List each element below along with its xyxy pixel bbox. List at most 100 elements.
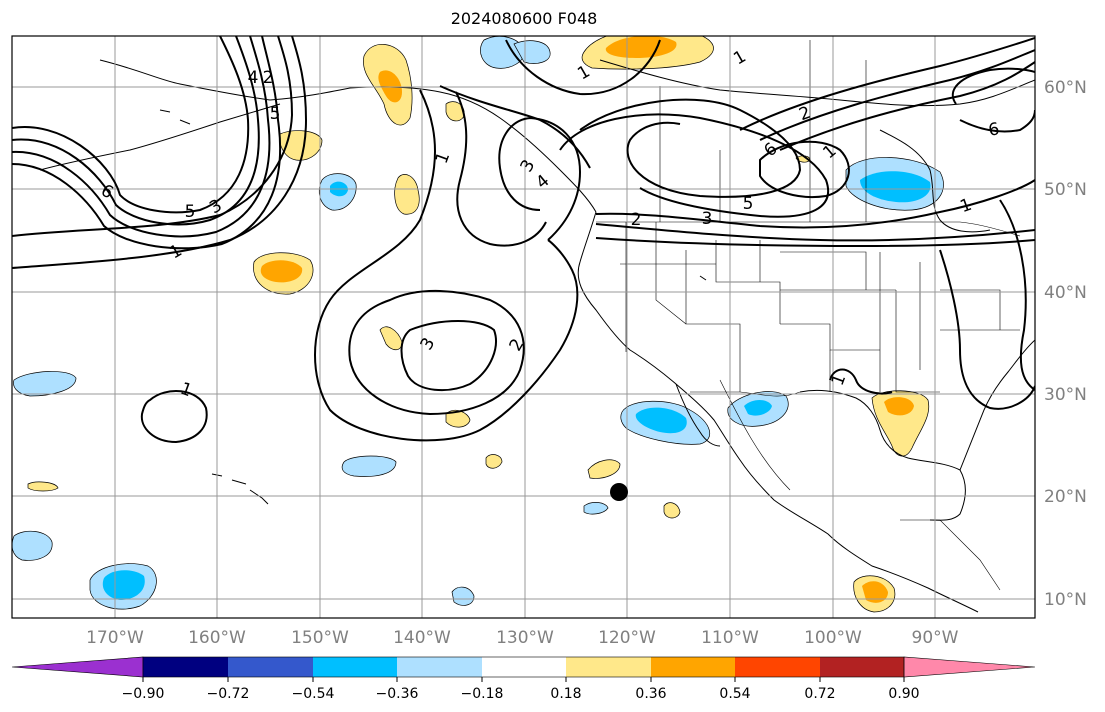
- anomaly-positive-sub: [445, 409, 471, 428]
- contour-label: 1: [828, 371, 850, 388]
- contour-hudson-3: [779, 61, 1035, 151]
- border-state-4: [715, 240, 781, 324]
- contour-label: 4: [248, 68, 259, 88]
- contour-label: 1: [957, 195, 974, 217]
- coastline-hudson: [879, 129, 991, 233]
- anomaly-positive-west-edge: [27, 481, 59, 492]
- anomaly-negative-north-2: [513, 40, 551, 64]
- colorbar-tick-label: 0.36: [635, 686, 666, 702]
- hawaii-islands: [211, 473, 269, 505]
- contour-label: 4: [532, 171, 553, 193]
- lon-label: 170°W: [86, 628, 144, 648]
- colorbar: −0.90 −0.72 −0.54 −0.36 −0.18 0.18 0.36 …: [11, 656, 1036, 702]
- contour-hudson-2: [759, 49, 1035, 141]
- anomaly-negative-small2: [451, 586, 475, 606]
- contour-north-2: [505, 39, 661, 96]
- anomaly-negative-baja-core: [635, 407, 687, 434]
- contour-great-lakes-2: [999, 199, 1035, 391]
- border-us-canada: [596, 221, 1021, 237]
- contour-label: 3: [702, 209, 713, 229]
- contour-canada-2: [595, 223, 1035, 242]
- contour-gulf-1: [314, 89, 579, 442]
- border-state-3: [685, 250, 741, 392]
- colorbar-segment: [143, 657, 228, 677]
- contour-west-2: [12, 36, 260, 226]
- border-state-14: [940, 289, 1001, 330]
- anomaly-positive-high: [379, 326, 403, 351]
- contour-west-1: [12, 36, 250, 214]
- contour-label: 3: [517, 156, 540, 175]
- anomaly-positive-gulf-mexico-core: [884, 397, 914, 416]
- colorbar-segment: [820, 657, 904, 677]
- contour-label: 5: [185, 202, 196, 222]
- colorbar-tick-label: −0.54: [292, 686, 335, 702]
- border-state-2: [655, 222, 687, 325]
- colorbar-segment: [566, 657, 651, 677]
- map-title: 2024080600 F048: [450, 9, 598, 28]
- contour-label: 5: [270, 104, 281, 124]
- lat-label: 30°N: [1044, 385, 1087, 405]
- island-small-1: [159, 109, 191, 125]
- lat-label: 60°N: [1044, 78, 1087, 98]
- contour-gulf-mexico: [829, 368, 893, 395]
- coastline-aleutians: [39, 103, 281, 171]
- contour-label: 1: [177, 379, 194, 401]
- coastline-gulf: [799, 389, 966, 521]
- border-state-16: [719, 379, 791, 491]
- contour-west-4: [12, 36, 282, 250]
- contour-label: 1: [730, 47, 749, 70]
- coastline-west-us: [577, 211, 979, 613]
- lon-label: 110°W: [701, 628, 759, 648]
- colorbar-tick-label: 0.90: [888, 686, 919, 702]
- lon-label: 150°W: [291, 628, 349, 648]
- contour-great-lakes: [939, 249, 1035, 410]
- anomaly-negative-mexico-core: [744, 400, 772, 416]
- contour-label: 2: [796, 103, 813, 125]
- coastline-north-canada: [599, 59, 1035, 107]
- map-frame: [11, 35, 1036, 619]
- island-small-2: [699, 275, 707, 281]
- colorbar-segment: [397, 657, 482, 677]
- colorbar-tick-label: −0.72: [207, 686, 250, 702]
- colorbar-tick-label: −0.18: [461, 686, 504, 702]
- border-state-9: [780, 323, 880, 351]
- anomaly-negative-south-core: [102, 570, 145, 600]
- coastline-baja: [675, 383, 721, 447]
- anomaly-negative-north: [480, 36, 525, 69]
- contour-label: 1: [819, 141, 840, 163]
- anomaly-negative-west: [13, 371, 77, 397]
- lon-label: 120°W: [598, 628, 656, 648]
- contour-label: 6: [987, 119, 1001, 141]
- contour-west-3: [12, 36, 271, 238]
- lat-label: 20°N: [1044, 487, 1087, 507]
- contour-lines: [12, 36, 1035, 444]
- lon-label: 130°W: [496, 628, 554, 648]
- contour-canada-5: [559, 113, 829, 218]
- lon-label: 160°W: [188, 628, 246, 648]
- contour-hudson-1: [739, 37, 1035, 131]
- contour-label: 2: [631, 210, 642, 230]
- gridlines: [12, 36, 1035, 618]
- lon-label: 90°W: [912, 628, 959, 648]
- contour-hudson-5: [951, 67, 1035, 105]
- colorbar-tick-label: 0.72: [804, 686, 835, 702]
- lat-label: 10°N: [1044, 590, 1087, 610]
- contour-canada-3: [595, 237, 1035, 248]
- anomaly-negative-hawaii-n: [341, 455, 397, 477]
- anomaly-positive-pacific-core: [260, 260, 303, 283]
- colorbar-extend-low: [11, 656, 144, 678]
- colorbar-segment: [313, 657, 397, 677]
- anomaly-positive-east-pacific: [485, 454, 503, 469]
- colorbar-segment: [735, 657, 820, 677]
- colorbar-frame: [142, 656, 905, 678]
- colorbar-tick-labels: −0.90 −0.72 −0.54 −0.36 −0.18 0.18 0.36 …: [122, 686, 920, 702]
- contour-label: 2: [263, 68, 274, 88]
- colorbar-tick-label: −0.90: [122, 686, 165, 702]
- anomaly-positive-offshore: [394, 174, 420, 215]
- lat-label: 40°N: [1044, 283, 1087, 303]
- contour-high-1: [348, 289, 525, 416]
- contour-hawaii-low: [140, 389, 208, 444]
- coastline-florida-east: [959, 339, 1035, 471]
- lon-label: 100°W: [804, 628, 862, 648]
